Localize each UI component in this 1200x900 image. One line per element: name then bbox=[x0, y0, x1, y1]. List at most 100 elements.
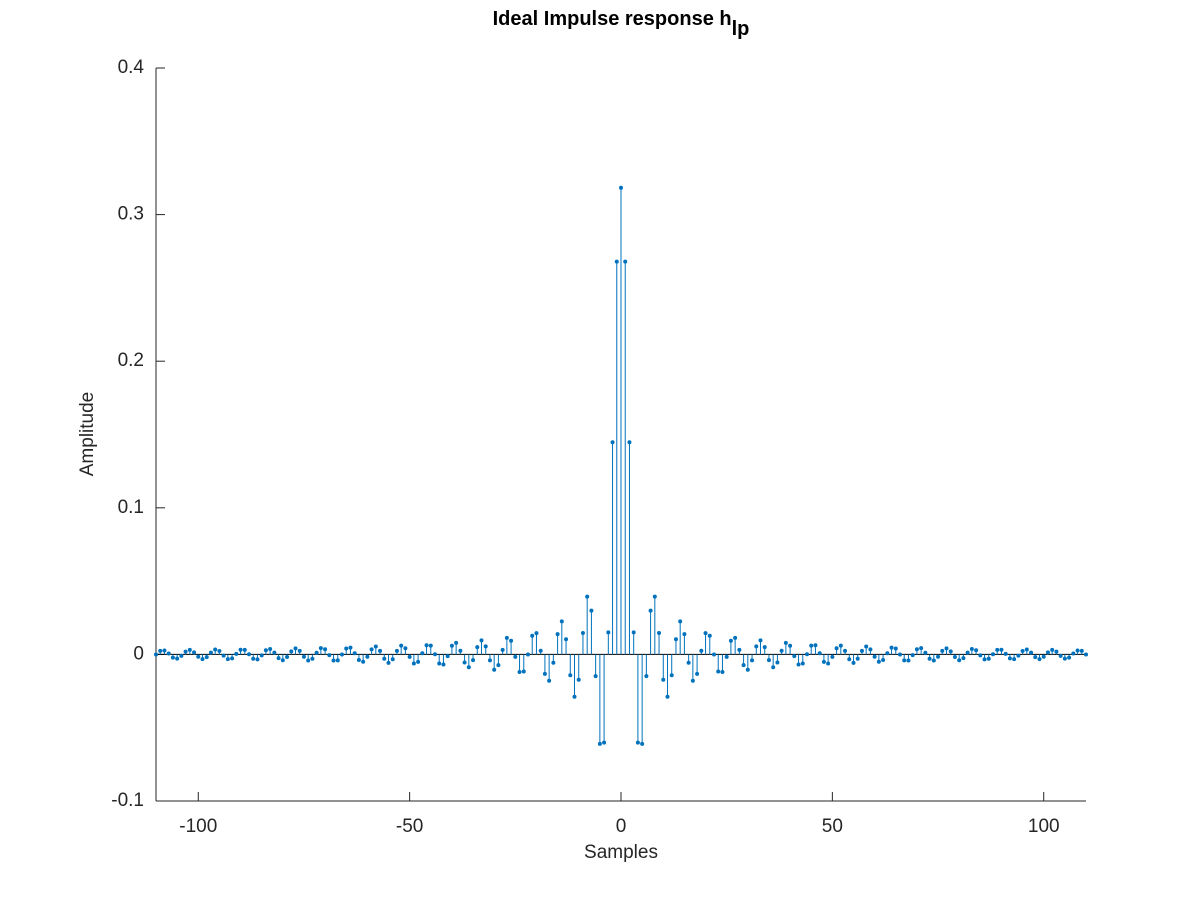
stem-marker bbox=[365, 654, 370, 659]
stem-marker bbox=[733, 635, 738, 640]
stem-marker bbox=[885, 651, 890, 656]
y-tick-label: 0.4 bbox=[118, 57, 145, 78]
stem-marker bbox=[957, 658, 962, 663]
stem-marker bbox=[272, 650, 277, 655]
stem-marker bbox=[179, 653, 184, 658]
stem-marker bbox=[1003, 651, 1008, 656]
stem-marker bbox=[449, 643, 454, 648]
stem-marker bbox=[242, 647, 247, 652]
stem-marker bbox=[158, 648, 163, 653]
x-tick-label: 100 bbox=[1028, 816, 1060, 837]
stem-marker bbox=[737, 647, 742, 652]
stem-marker bbox=[1075, 648, 1080, 653]
stem-marker bbox=[327, 653, 332, 658]
stem-marker bbox=[766, 658, 771, 663]
stem-marker bbox=[868, 647, 873, 652]
stem-marker bbox=[445, 654, 450, 659]
stem-marker bbox=[771, 665, 776, 670]
stem-marker bbox=[991, 652, 995, 657]
stem-marker bbox=[361, 659, 366, 664]
stem-marker bbox=[170, 655, 175, 660]
stem-marker bbox=[331, 658, 336, 663]
stem-marker bbox=[390, 657, 395, 662]
stem-marker bbox=[234, 651, 239, 656]
stem-marker bbox=[509, 638, 514, 643]
stem-marker bbox=[843, 648, 848, 653]
stem-marker bbox=[597, 741, 602, 746]
stem-marker bbox=[716, 669, 721, 674]
stem-marker bbox=[602, 740, 607, 745]
stem-marker bbox=[462, 660, 467, 665]
stem-marker bbox=[779, 648, 784, 653]
stem-marker bbox=[805, 652, 809, 657]
stem-marker bbox=[564, 637, 569, 642]
stem-marker bbox=[576, 677, 581, 682]
stem-marker bbox=[1024, 647, 1029, 652]
stem-marker bbox=[707, 633, 712, 638]
stem-marker bbox=[492, 667, 497, 672]
stem-marker bbox=[809, 643, 814, 648]
y-tick-label: 0.2 bbox=[118, 350, 144, 371]
stem-marker bbox=[859, 648, 864, 653]
stem-marker bbox=[969, 646, 974, 651]
stem-marker bbox=[403, 646, 408, 651]
stem-marker bbox=[534, 631, 539, 636]
stem-marker bbox=[652, 594, 657, 599]
stem-marker bbox=[712, 652, 716, 657]
stem-marker bbox=[204, 655, 209, 660]
stem-marker bbox=[289, 649, 294, 654]
stem-marker bbox=[745, 667, 750, 672]
stem-marker bbox=[703, 631, 708, 636]
y-tick-label: 0.3 bbox=[118, 204, 144, 225]
stem-marker bbox=[593, 674, 598, 679]
stem-marker bbox=[889, 645, 894, 650]
stem-marker bbox=[1050, 647, 1055, 652]
stem-marker bbox=[695, 671, 700, 676]
stem-marker bbox=[407, 654, 412, 659]
stem-marker bbox=[297, 648, 302, 653]
stem-marker bbox=[690, 678, 695, 683]
stem-marker bbox=[986, 656, 991, 661]
stem-marker bbox=[1029, 650, 1034, 655]
stem-marker bbox=[441, 662, 446, 667]
stem-marker bbox=[255, 657, 260, 662]
stem-marker bbox=[221, 653, 226, 658]
stem-marker bbox=[631, 630, 636, 635]
stem-marker bbox=[876, 659, 881, 664]
stem-marker bbox=[217, 649, 222, 654]
stem-marker bbox=[838, 643, 843, 648]
stem-marker bbox=[585, 594, 590, 599]
stem-marker bbox=[318, 646, 323, 651]
stem-marker bbox=[788, 643, 793, 648]
stem-marker bbox=[356, 657, 361, 662]
x-tick-label: 50 bbox=[822, 816, 843, 837]
stem-marker bbox=[792, 654, 797, 659]
stem-marker bbox=[919, 646, 924, 651]
stem-marker bbox=[678, 619, 683, 624]
stem-marker bbox=[864, 644, 869, 649]
stem-marker bbox=[914, 647, 919, 652]
stem-marker bbox=[420, 651, 425, 656]
y-tick-label: 0 bbox=[133, 643, 144, 664]
stem-marker bbox=[500, 647, 505, 652]
stem-marker bbox=[496, 663, 501, 668]
stem-marker bbox=[306, 658, 311, 663]
stem-marker bbox=[471, 658, 476, 663]
stem-marker bbox=[648, 608, 653, 613]
stem-marker bbox=[686, 660, 691, 665]
stem-marker bbox=[475, 645, 480, 650]
stem-marker bbox=[1067, 655, 1072, 660]
stem-marker bbox=[872, 654, 877, 659]
stem-marker bbox=[526, 652, 530, 657]
title-main: Ideal Impulse response h bbox=[493, 8, 732, 30]
stem-marker bbox=[614, 259, 619, 264]
stem-marker bbox=[479, 638, 484, 643]
stem-marker bbox=[268, 646, 273, 651]
stem-marker bbox=[373, 644, 378, 649]
stem-marker bbox=[200, 657, 205, 662]
stem-marker bbox=[952, 655, 957, 660]
stem-marker bbox=[192, 650, 197, 655]
stem-marker bbox=[276, 656, 281, 661]
stem-marker bbox=[619, 185, 623, 190]
stem-marker bbox=[411, 661, 416, 666]
